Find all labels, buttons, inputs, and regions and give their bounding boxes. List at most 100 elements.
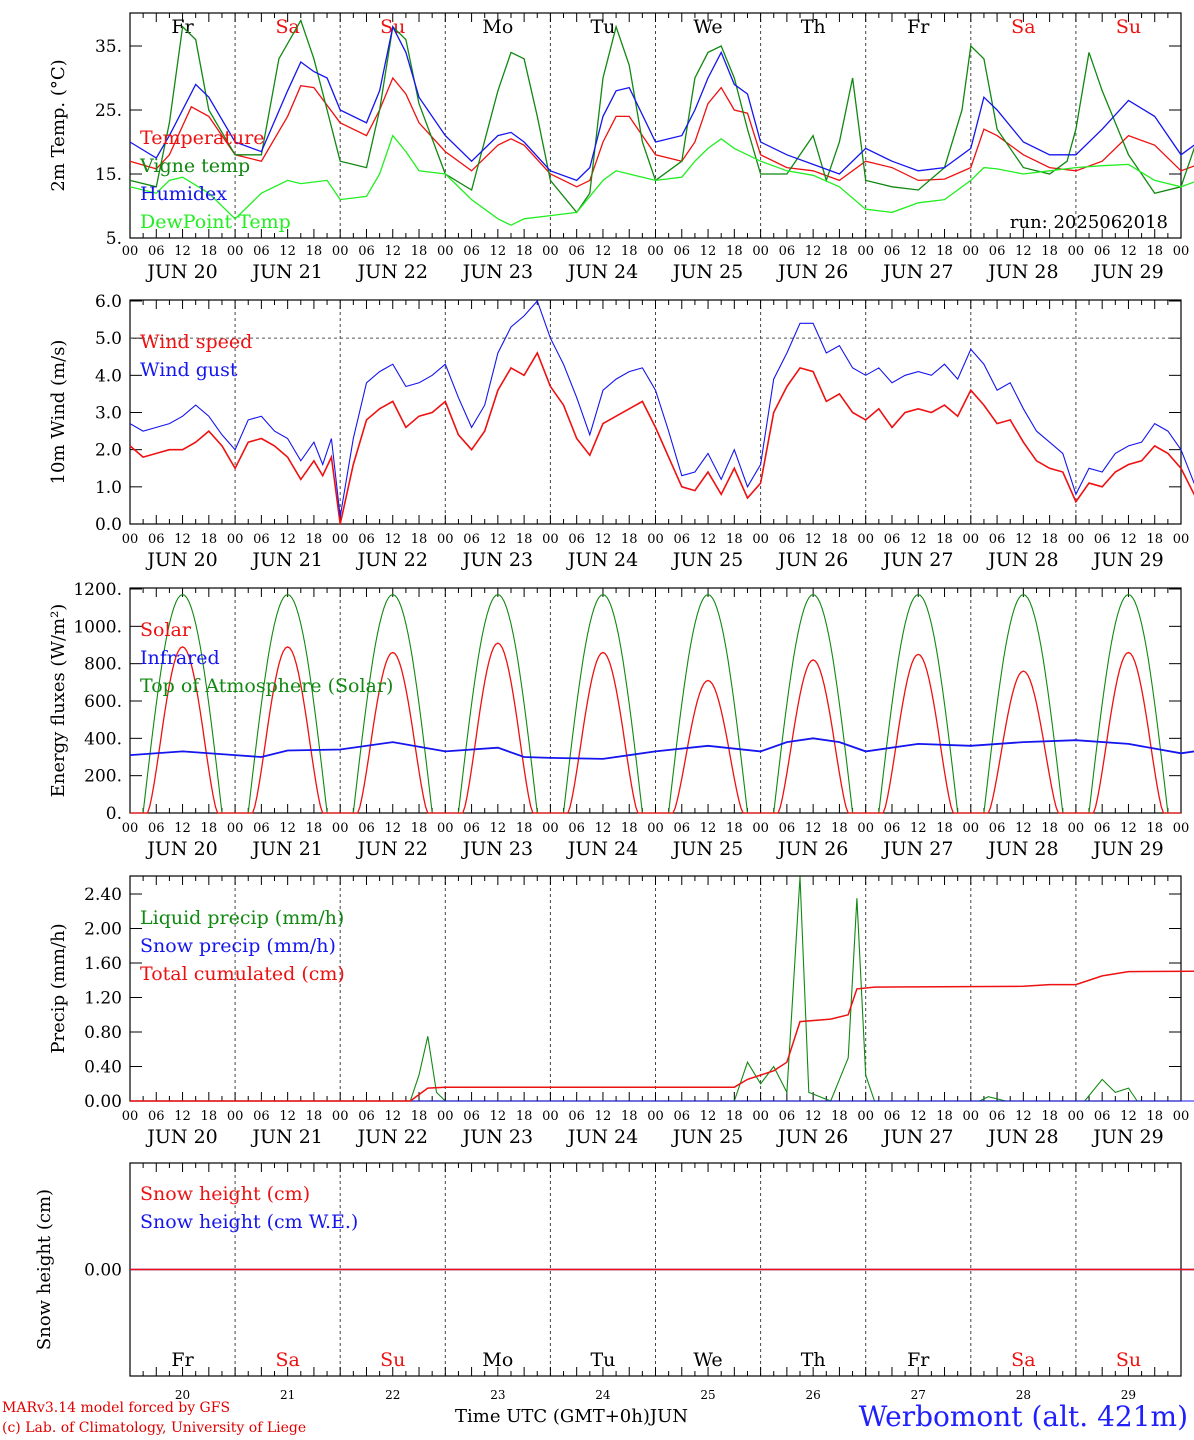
hour-tick-label: 00 xyxy=(227,1109,244,1124)
hour-tick-label: 12 xyxy=(490,532,507,547)
day-name-bottom: Su xyxy=(380,1349,405,1371)
hour-tick-label: 12 xyxy=(910,532,927,547)
date-label: JUN 26 xyxy=(776,549,848,571)
panel-2: 00 06 12 18 00 06 12 18 00 06 12 18 00 06 12 18 00 06 12 18… xyxy=(122,587,1189,860)
day-name-top: Fr xyxy=(907,16,930,38)
hour-tick-label: 06 xyxy=(253,1109,270,1124)
day-name-bottom: Sa xyxy=(1011,1349,1035,1371)
y-tick-label: 1.20 xyxy=(84,989,122,1009)
panel-frame xyxy=(129,587,1182,814)
y-tick-label: 0.40 xyxy=(84,1058,122,1078)
hour-tick-label: 12 xyxy=(384,244,401,259)
day-name-top: Mo xyxy=(482,16,513,38)
hour-tick-label: 06 xyxy=(674,821,691,836)
hour-tick-label: 12 xyxy=(279,821,296,836)
panel-3: 00 06 12 18 00 06 12 18 00 06 12 18 00 06 12 18 00 06 12 18… xyxy=(122,875,1189,1148)
hour-tick-label: 12 xyxy=(174,821,191,836)
hour-tick-label: 18 xyxy=(306,532,323,547)
date-label: JUN 23 xyxy=(461,838,533,860)
day-name-bottom: Fr xyxy=(171,1349,194,1371)
hour-tick-label: 06 xyxy=(884,821,901,836)
y-axis-label: 10m Wind (m/s) xyxy=(48,340,69,485)
hour-tick-label: 00 xyxy=(752,244,769,259)
day-name-bottom: Su xyxy=(1116,1349,1141,1371)
hour-tick-label: 06 xyxy=(568,821,585,836)
hour-tick-label: 00 xyxy=(437,1109,454,1124)
hour-tick-label: 06 xyxy=(148,244,165,259)
day-name-bottom: Tu xyxy=(590,1349,615,1371)
run-label: run: 2025062018 xyxy=(1010,212,1168,233)
date-label: JUN 23 xyxy=(461,1126,533,1148)
hour-tick-label: 00 xyxy=(647,1109,664,1124)
hour-tick-label: 00 xyxy=(752,1109,769,1124)
hour-tick-label: 18 xyxy=(1041,821,1058,836)
date-label: JUN 28 xyxy=(986,261,1058,283)
hour-tick-label: 18 xyxy=(1041,1109,1058,1124)
hour-tick-label: 00 xyxy=(963,244,980,259)
hour-tick-label: 18 xyxy=(831,1109,848,1124)
hour-tick-label: 06 xyxy=(148,1109,165,1124)
day-number: 22 xyxy=(385,1388,400,1402)
hour-tick-label: 12 xyxy=(595,821,612,836)
hour-tick-label: 18 xyxy=(516,1109,533,1124)
hour-tick-label: 12 xyxy=(910,244,927,259)
date-label: JUN 25 xyxy=(671,549,743,571)
series-vigne-temp xyxy=(129,18,1194,214)
date-label: JUN 24 xyxy=(566,261,638,283)
hour-tick-label: 18 xyxy=(201,821,218,836)
time-axis-month: JUN xyxy=(649,1406,689,1427)
hour-tick-label: 12 xyxy=(279,1109,296,1124)
hour-tick-label: 18 xyxy=(411,821,428,836)
date-label: JUN 28 xyxy=(986,549,1058,571)
hour-tick-label: 00 xyxy=(647,821,664,836)
date-label: JUN 26 xyxy=(776,1126,848,1148)
date-label: JUN 20 xyxy=(145,1126,217,1148)
hour-tick-label: 12 xyxy=(700,821,717,836)
hour-tick-label: 12 xyxy=(595,244,612,259)
date-label: JUN 23 xyxy=(461,549,533,571)
hour-tick-label: 18 xyxy=(516,244,533,259)
day-number: 28 xyxy=(1016,1388,1031,1402)
y-tick-label: 0. xyxy=(106,804,122,824)
date-label: JUN 26 xyxy=(776,261,848,283)
y-tick-label: 15. xyxy=(95,165,122,185)
hour-tick-label: 06 xyxy=(463,532,480,547)
hour-tick-label: 12 xyxy=(910,821,927,836)
hour-tick-label: 12 xyxy=(700,1109,717,1124)
hour-tick-label: 06 xyxy=(674,244,691,259)
date-label: JUN 24 xyxy=(566,838,638,860)
y-tick-label: 400. xyxy=(84,729,122,749)
hour-tick-label: 12 xyxy=(700,244,717,259)
legend-infrared: Infrared xyxy=(140,647,220,669)
hour-tick-label: 06 xyxy=(989,244,1006,259)
hour-tick-label: 18 xyxy=(306,1109,323,1124)
series-dewpoint-temp xyxy=(129,134,1194,226)
day-name-top: Sa xyxy=(275,16,299,38)
date-label: JUN 22 xyxy=(356,261,428,283)
y-tick-label: 1.60 xyxy=(84,954,122,974)
day-name-bottom: Sa xyxy=(275,1349,299,1371)
hour-tick-label: 06 xyxy=(358,821,375,836)
hour-tick-label: 18 xyxy=(621,1109,638,1124)
hour-tick-label: 06 xyxy=(884,1109,901,1124)
hour-tick-label: 12 xyxy=(384,1109,401,1124)
y-tick-label: 4.0 xyxy=(95,366,122,386)
date-label: JUN 29 xyxy=(1091,549,1163,571)
day-name-top: Sa xyxy=(1011,16,1035,38)
y-tick-label: 5. xyxy=(106,229,122,249)
hour-tick-label: 06 xyxy=(358,1109,375,1124)
legend-humidex: Humidex xyxy=(140,183,227,205)
hour-tick-label: 00 xyxy=(857,1109,874,1124)
hour-tick-label: 12 xyxy=(490,1109,507,1124)
hour-tick-label: 00 xyxy=(752,821,769,836)
hour-tick-label: 18 xyxy=(831,532,848,547)
y-tick-label: 2.0 xyxy=(95,441,122,461)
y-tick-label: 0.0 xyxy=(95,515,122,535)
y-tick-label: 600. xyxy=(84,692,122,712)
date-label: JUN 22 xyxy=(356,838,428,860)
date-label: JUN 21 xyxy=(250,261,322,283)
y-tick-label: 25. xyxy=(95,101,122,121)
hour-tick-label: 12 xyxy=(1120,532,1137,547)
hour-tick-label: 06 xyxy=(463,1109,480,1124)
hour-tick-label: 00 xyxy=(122,532,139,547)
